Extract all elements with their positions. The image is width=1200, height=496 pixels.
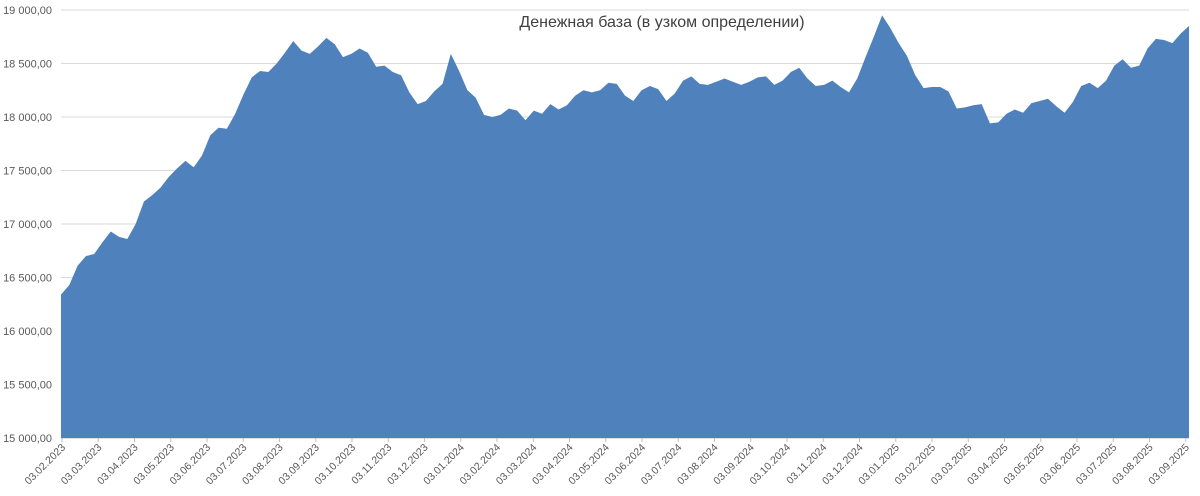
chart-title: Денежная база (в узком определении) xyxy=(519,14,804,31)
area-series-path xyxy=(61,15,1189,438)
y-tick-label: 17 000,00 xyxy=(3,219,52,231)
y-tick-label: 16 000,00 xyxy=(3,326,52,338)
y-tick-label: 15 000,00 xyxy=(3,433,52,445)
y-axis: 15 000,00 15 500,00 16 000,00 16 500,00 17 0… xyxy=(3,5,52,445)
y-tick-label: 18 500,00 xyxy=(3,59,52,71)
y-tick-label: 17 500,00 xyxy=(3,166,52,178)
y-tick-label: 19 000,00 xyxy=(3,5,52,17)
y-tick-label: 15 500,00 xyxy=(3,380,52,392)
x-axis: 03.02.202303.03.202303.04.202303.05.2023… xyxy=(22,438,1192,487)
area-series xyxy=(61,15,1189,438)
y-tick-label: 18 000,00 xyxy=(3,112,52,124)
y-tick-label: 16 500,00 xyxy=(3,273,52,285)
